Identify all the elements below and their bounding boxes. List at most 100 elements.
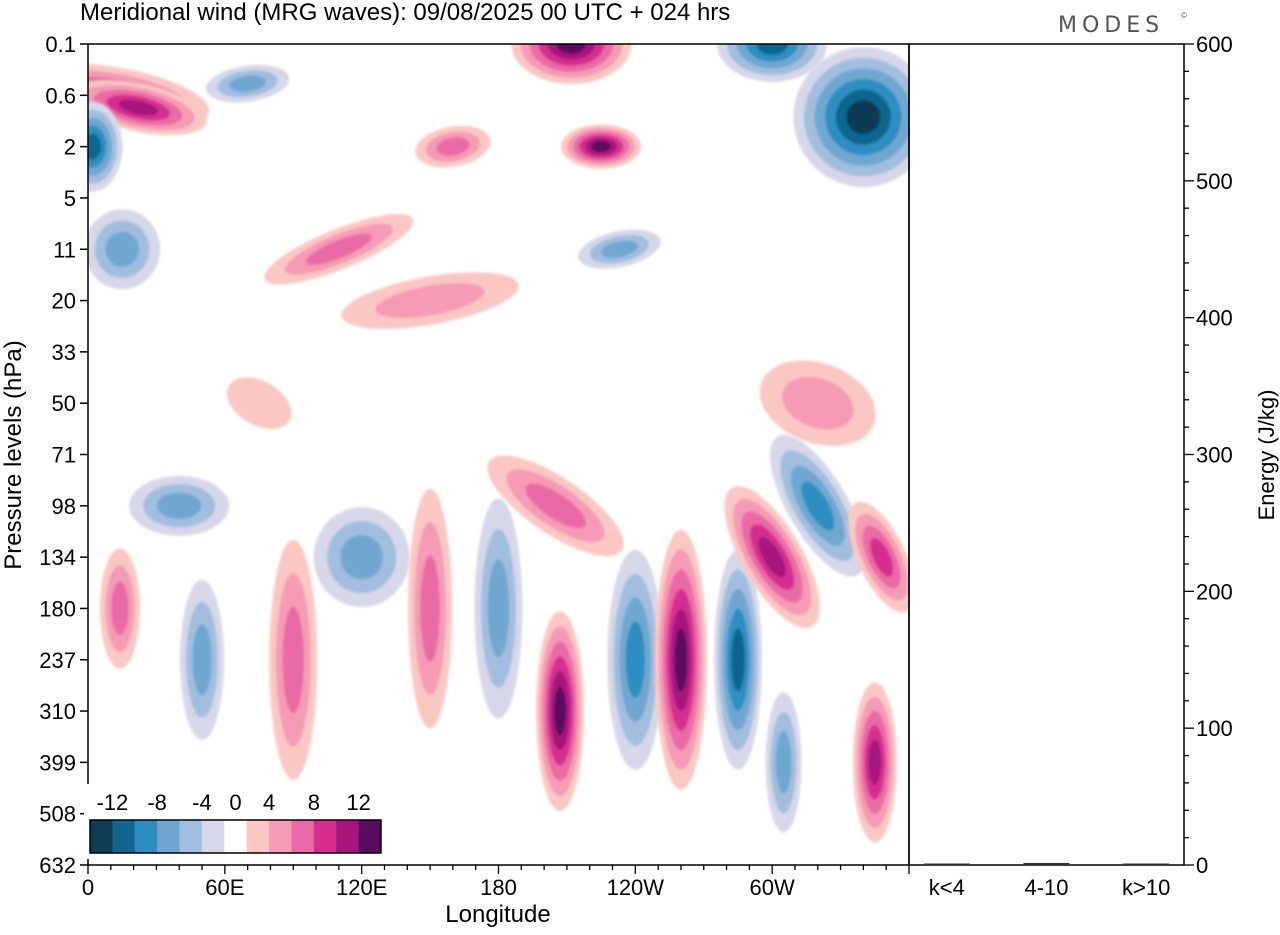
contour-band (731, 628, 745, 692)
y-tick-label: 237 (39, 648, 76, 673)
x-tick-label: 60W (750, 875, 795, 900)
colorbar-label: -8 (147, 790, 167, 815)
contour-band (846, 100, 881, 135)
contour-feature (129, 475, 230, 536)
colorbar-swatch (179, 820, 203, 853)
contour-band (525, 483, 586, 529)
contour-band (111, 581, 129, 636)
y-tick-label: 508 (39, 802, 76, 827)
colorbar-swatch (246, 820, 270, 853)
contour-band (487, 559, 510, 658)
colorbar-label: 8 (308, 790, 320, 815)
colorbar-label: -4 (192, 790, 212, 815)
contour-band (282, 606, 304, 714)
energy-axis: 0 100 200 300 400 500 600 (1184, 32, 1233, 878)
y-tick-label: 50 (52, 391, 76, 416)
contour-band (305, 233, 372, 265)
contour-band (601, 240, 638, 258)
energy-tick-label: 600 (1196, 32, 1233, 57)
y-tick-label: 2 (64, 135, 76, 160)
contour-feature (264, 214, 414, 285)
contour-band (375, 283, 485, 318)
y-tick-label: 33 (52, 340, 76, 365)
contour-feature (487, 455, 624, 557)
contour-feature (269, 539, 318, 780)
contour-feature (205, 64, 290, 103)
energy-tick-label: 400 (1196, 306, 1233, 331)
y-tick-label: 71 (52, 443, 76, 468)
heatmap-field (88, 44, 909, 843)
y-tick-label: 310 (39, 699, 76, 724)
brand-mark: © (1181, 11, 1187, 20)
contour-feature (474, 498, 523, 719)
contour-band (868, 739, 882, 786)
contour-feature (765, 692, 802, 833)
contour-feature (511, 44, 632, 84)
colorbar-swatch (224, 820, 248, 853)
energy-bars: k<4 4-10 k>10 (923, 862, 1170, 900)
energy-tick-label: 500 (1196, 169, 1233, 194)
contour-band (340, 534, 383, 580)
contour-feature (578, 229, 661, 269)
energy-tick-label: 100 (1196, 716, 1233, 741)
contour-feature (536, 611, 585, 812)
y-tick-label: 20 (52, 289, 76, 314)
contour-band (554, 686, 566, 736)
brand-logo: MODES (1058, 13, 1164, 38)
contour-band (758, 536, 786, 578)
contour-feature (724, 486, 820, 629)
colorbar-swatch (336, 820, 360, 853)
colorbar-swatch (358, 820, 382, 853)
contour-band (226, 377, 292, 430)
colorbar-swatch (291, 820, 315, 853)
colorbar-label: 4 (263, 790, 275, 815)
y-tick-label: 11 (53, 237, 76, 262)
energy-tick-label: 200 (1196, 579, 1233, 604)
contour-band (192, 624, 212, 696)
contour-feature (313, 507, 410, 608)
contour-band (782, 376, 854, 430)
colorbar-swatch (201, 820, 225, 853)
contour-band (756, 44, 788, 55)
energy-bar (1123, 863, 1170, 865)
contour-feature (341, 272, 519, 329)
colorbar-swatch (134, 820, 158, 853)
contour-band (118, 99, 158, 116)
colorbar-swatch (313, 820, 337, 853)
contour-feature (607, 549, 664, 770)
energy-bar (923, 863, 970, 865)
contour-feature (654, 529, 707, 790)
energy-category-label: k>10 (1122, 875, 1170, 900)
x-tick-label: 60E (205, 875, 244, 900)
contour-feature (88, 209, 161, 290)
y-tick-label: 134 (39, 545, 76, 570)
colorbar-swatch (112, 820, 136, 853)
contour-feature (180, 579, 225, 740)
pressure-axis: 0.1 0.6 2 5 11 20 33 50 71 98 134 180 237 310 399 508 63… (39, 32, 88, 878)
contour-band (870, 537, 894, 577)
x-tick-label: 0 (82, 875, 94, 900)
energy-category-label: 4-10 (1024, 875, 1068, 900)
contour-band (157, 492, 202, 520)
contour-band (105, 231, 140, 268)
contour-feature (561, 124, 642, 169)
y-tick-label: 0.6 (45, 83, 76, 108)
y-tick-label: 5 (64, 186, 76, 211)
colorbar-swatch (90, 820, 113, 853)
energy-axis-label: Energy (J/kg) (1254, 390, 1279, 521)
contour-band (674, 628, 688, 692)
contour-feature (88, 101, 123, 192)
colorbar-frame (89, 819, 382, 854)
energy-bar (1023, 862, 1070, 865)
y-tick-label: 632 (39, 853, 76, 878)
contour-feature (713, 549, 762, 770)
contour-feature (717, 44, 828, 82)
x-tick-label: 120E (336, 875, 387, 900)
contour-feature (408, 488, 453, 729)
contour-feature (759, 360, 876, 447)
colorbar: -12 -8 -4 0 4 8 12 (84, 784, 387, 859)
contour-band (801, 481, 835, 531)
energy-category-label: k<4 (929, 875, 965, 900)
energy-panel-frame (908, 43, 1185, 866)
